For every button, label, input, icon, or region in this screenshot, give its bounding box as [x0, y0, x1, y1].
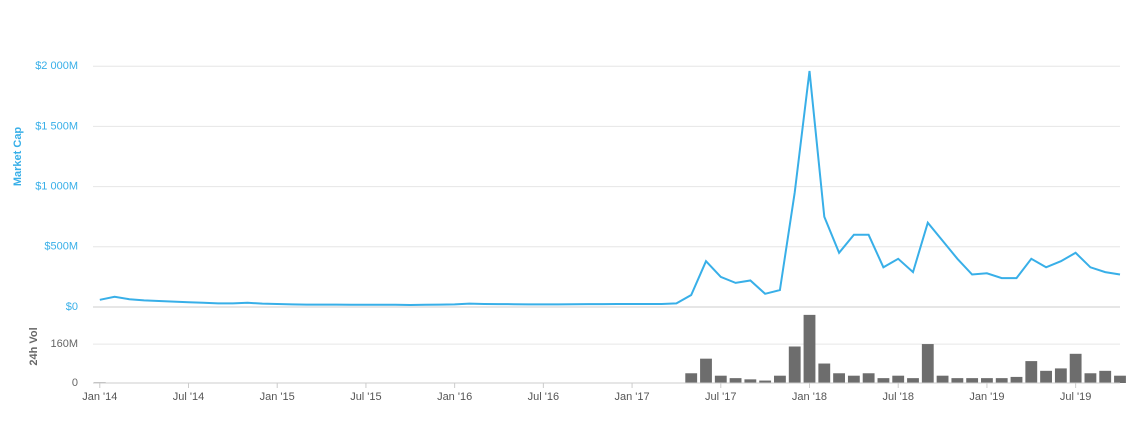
x-tick-label: Jan '15: [260, 391, 295, 403]
y-axis-label: 24h Vol: [28, 327, 40, 365]
volume-bar: [877, 378, 890, 383]
x-tick-label: Jan '17: [615, 391, 650, 403]
volume-bar: [907, 378, 919, 383]
volume-bar: [892, 375, 905, 383]
y-tick-label: $2 000M: [35, 60, 78, 72]
volume-bar: [1114, 375, 1126, 383]
volume-bar: [847, 375, 860, 383]
volume-bar: [966, 378, 979, 383]
x-tick-label: Jan '19: [969, 391, 1004, 403]
x-tick-label: Jul '16: [528, 391, 559, 403]
volume-bar: [714, 375, 727, 383]
y-tick-label: $1 500M: [35, 120, 78, 132]
volume-bar: [1054, 368, 1067, 383]
y-tick-label: $1 000M: [35, 181, 78, 193]
y-axis-label: Market Cap: [12, 127, 24, 187]
volume-bar: [803, 314, 816, 383]
volume-bar: [1040, 370, 1052, 383]
x-tick-label: Jul '15: [350, 391, 381, 403]
y-tick-label: $500M: [44, 241, 78, 253]
volume-bar: [774, 375, 786, 383]
volume-bar: [995, 378, 1008, 383]
x-tick-label: Jul '17: [705, 391, 736, 403]
x-tick-label: Jul '14: [173, 391, 204, 403]
market-cap-line: [99, 70, 1121, 307]
volume-bar: [951, 378, 964, 383]
volume-bar: [862, 373, 875, 383]
volume-bar: [685, 373, 698, 383]
volume-bar: [788, 346, 801, 383]
volume-bar: [1025, 361, 1038, 383]
y-tick-label: 160M: [50, 338, 78, 350]
x-tick-label: Jan '14: [82, 391, 117, 403]
volume-bar: [744, 379, 757, 383]
volume-bar: [759, 380, 772, 383]
volume-bar: [1099, 370, 1112, 383]
volume-bar: [1010, 376, 1023, 383]
volume-bar: [818, 363, 831, 383]
x-tick-label: Jan '18: [792, 391, 827, 403]
volume-bar: [981, 378, 993, 383]
volume-bar: [729, 378, 742, 383]
volume-bar: [936, 375, 949, 383]
x-tick-label: Jan '16: [437, 391, 472, 403]
volume-bar: [1069, 353, 1082, 383]
volume-bar: [1084, 373, 1097, 383]
y-tick-label: $0: [66, 301, 78, 313]
volume-bar: [833, 373, 845, 383]
y-tick-label: 0: [72, 377, 78, 389]
volume-bar: [921, 344, 934, 383]
x-tick-label: Jul '19: [1060, 391, 1091, 403]
x-tick-label: Jul '18: [882, 391, 913, 403]
volume-bar: [700, 358, 712, 383]
